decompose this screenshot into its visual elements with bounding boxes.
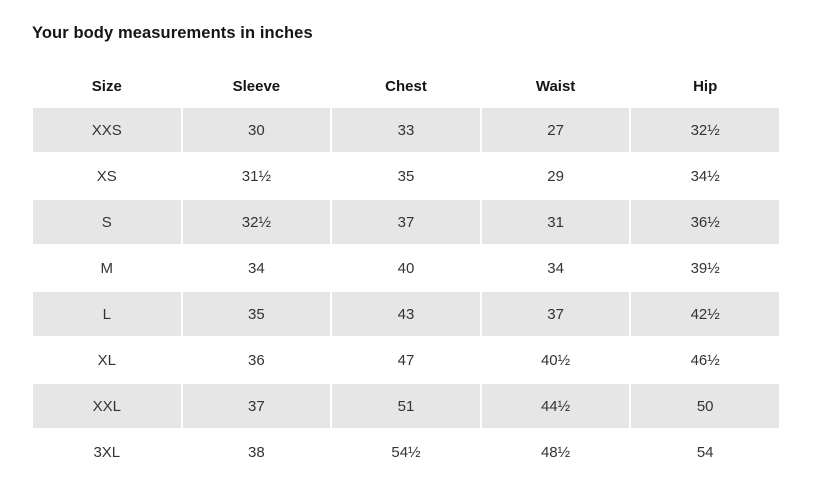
- column-header-chest: Chest: [385, 77, 427, 95]
- table-cell: 46½: [631, 338, 779, 382]
- table-row-xl: XL 36 47 40½ 46½: [33, 338, 779, 382]
- table-cell: 39½: [631, 246, 779, 290]
- table-cell: 48½: [481, 430, 630, 474]
- column-header-sleeve: Sleeve: [232, 77, 281, 95]
- table-cell: 32½: [631, 108, 779, 152]
- table-cell: 36½: [631, 200, 779, 244]
- table-cell: 34: [182, 246, 331, 290]
- size-label: XL: [33, 338, 181, 382]
- size-label: L: [33, 292, 181, 336]
- column-header-size: Size: [91, 77, 122, 95]
- table-row-s: S 32½ 37 31 36½: [33, 200, 779, 244]
- table-cell: 34½: [631, 154, 779, 198]
- table-row-xxl: XXL 37 51 44½ 50: [33, 384, 779, 428]
- table-cell: 37: [182, 384, 331, 428]
- column-header-hip: Hip: [693, 77, 718, 95]
- size-label: S: [33, 200, 181, 244]
- table-cell: 54: [631, 430, 779, 474]
- table-row-xxs: XXS 30 33 27 32½: [33, 108, 779, 152]
- table-cell: 27: [481, 108, 630, 152]
- table-cell: 54½: [332, 430, 480, 474]
- table-cell: 40: [332, 246, 480, 290]
- page-title: Your body measurements in inches: [32, 24, 313, 42]
- table-cell: 38: [182, 430, 331, 474]
- table-cell: 36: [182, 338, 331, 382]
- header-row: Size Sleeve Chest Waist Hip: [33, 66, 779, 106]
- table-cell: 32½: [182, 200, 331, 244]
- size-label: XS: [33, 154, 181, 198]
- table-cell: 50: [631, 384, 779, 428]
- table-cell: 30: [182, 108, 331, 152]
- table-cell: 33: [332, 108, 480, 152]
- table-body: XXS 30 33 27 32½ XS 31½ 35 29 34½ S 32½ …: [33, 108, 779, 474]
- measurements-table: Size Sleeve Chest Waist Hip XXS 30 33 27…: [31, 64, 781, 476]
- size-label: 3XL: [33, 430, 181, 474]
- column-header-waist: Waist: [535, 77, 576, 95]
- table-cell: 31½: [182, 154, 331, 198]
- table-cell: 42½: [631, 292, 779, 336]
- table-cell: 35: [182, 292, 331, 336]
- table-cell: 51: [332, 384, 480, 428]
- table-row-xs: XS 31½ 35 29 34½: [33, 154, 779, 198]
- table-cell: 40½: [481, 338, 630, 382]
- size-label: M: [33, 246, 181, 290]
- size-label: XXL: [33, 384, 181, 428]
- table-cell: 35: [332, 154, 480, 198]
- table-cell: 31: [481, 200, 630, 244]
- table-cell: 37: [481, 292, 630, 336]
- size-label: XXS: [33, 108, 181, 152]
- table-cell: 44½: [481, 384, 630, 428]
- table-cell: 29: [481, 154, 630, 198]
- table-cell: 43: [332, 292, 480, 336]
- table-cell: 37: [332, 200, 480, 244]
- table-row-3xl: 3XL 38 54½ 48½ 54: [33, 430, 779, 474]
- table-cell: 47: [332, 338, 480, 382]
- table-row-m: M 34 40 34 39½: [33, 246, 779, 290]
- table-header: Size Sleeve Chest Waist Hip: [33, 66, 779, 106]
- table-cell: 34: [481, 246, 630, 290]
- table-row-l: L 35 43 37 42½: [33, 292, 779, 336]
